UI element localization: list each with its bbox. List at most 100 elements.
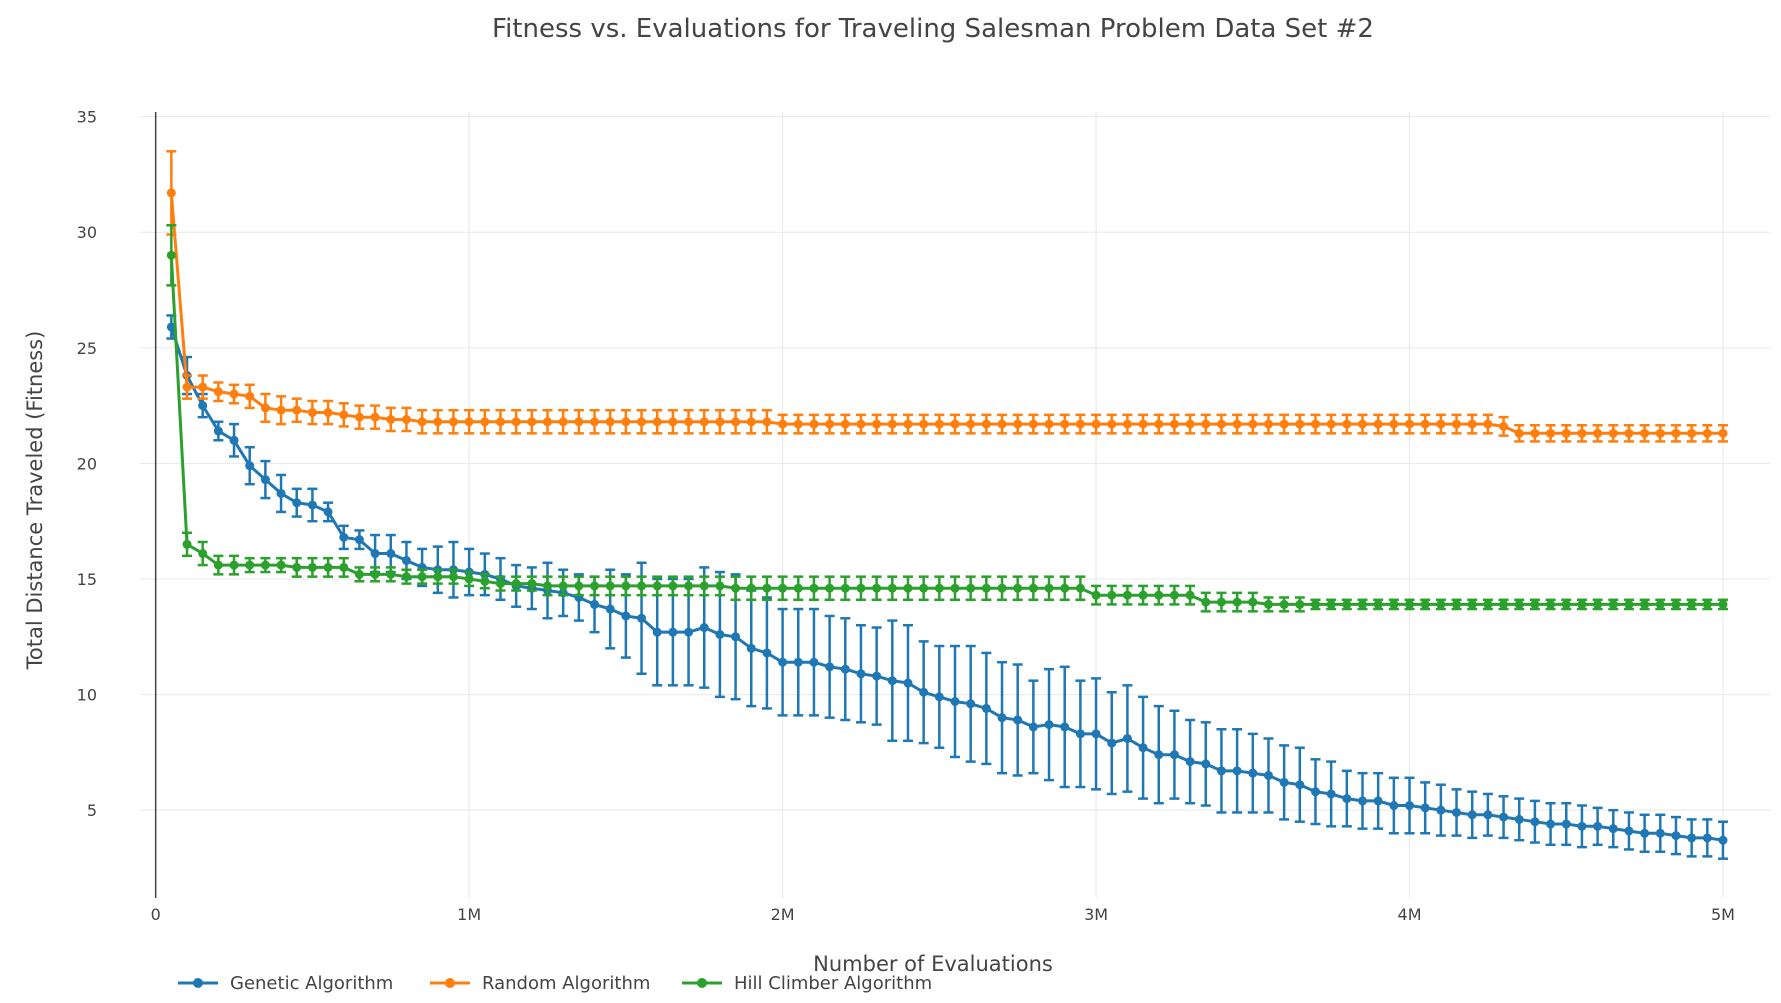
- data-point: [229, 560, 239, 570]
- data-point: [1216, 419, 1226, 429]
- data-point: [1028, 419, 1038, 429]
- data-point: [621, 417, 631, 427]
- data-point: [1718, 835, 1728, 845]
- data-point: [401, 555, 411, 565]
- data-point: [1436, 419, 1446, 429]
- data-point: [1248, 419, 1258, 429]
- data-point: [684, 581, 694, 591]
- data-point: [307, 500, 317, 510]
- data-point: [699, 581, 709, 591]
- data-point: [213, 426, 223, 436]
- data-point: [292, 405, 302, 415]
- data-point: [1420, 599, 1430, 609]
- data-point: [1075, 419, 1085, 429]
- data-point: [1122, 733, 1132, 743]
- data-point: [652, 581, 662, 591]
- data-point: [981, 419, 991, 429]
- data-point: [370, 412, 380, 422]
- data-point: [997, 583, 1007, 593]
- data-point: [1358, 419, 1367, 429]
- data-point: [1499, 421, 1509, 431]
- data-point: [213, 387, 223, 397]
- data-point: [198, 401, 208, 411]
- data-point: [1342, 419, 1352, 429]
- data-point: [825, 662, 835, 672]
- data-point: [1389, 801, 1399, 811]
- data-point: [746, 417, 756, 427]
- data-point: [276, 405, 286, 415]
- data-point: [417, 572, 427, 582]
- legend-label: Genetic Algorithm: [230, 973, 393, 994]
- data-point: [809, 419, 819, 429]
- data-point: [511, 579, 521, 589]
- data-point: [1263, 419, 1273, 429]
- data-point: [1483, 810, 1493, 820]
- data-point: [1420, 419, 1430, 429]
- data-point: [809, 657, 819, 667]
- data-point: [668, 581, 678, 591]
- data-point: [887, 583, 897, 593]
- data-point: [1577, 428, 1587, 438]
- data-point: [1405, 801, 1415, 811]
- data-point: [1185, 419, 1195, 429]
- data-point: [464, 574, 474, 584]
- data-point: [1232, 597, 1242, 607]
- data-point: [1436, 599, 1446, 609]
- legend-item[interactable]: Random Algorithm: [430, 973, 650, 994]
- axis-layer: 0 1M 2M 3M 4M 5M 5 10 15 20 25 30 35: [77, 108, 1735, 924]
- y-tick-label: 15: [77, 570, 97, 589]
- data-point: [668, 627, 678, 637]
- data-point: [433, 417, 443, 427]
- data-point: [323, 507, 333, 517]
- data-point: [213, 560, 223, 570]
- data-point: [762, 648, 772, 658]
- data-point: [1060, 419, 1070, 429]
- data-point: [1154, 419, 1164, 429]
- data-point: [1201, 597, 1211, 607]
- data-point: [495, 417, 505, 427]
- data-point: [1185, 757, 1195, 767]
- data-point: [1499, 812, 1509, 822]
- data-point: [919, 583, 929, 593]
- legend-item[interactable]: Hill Climber Algorithm: [682, 973, 932, 994]
- series-line: [169, 326, 1724, 842]
- data-point: [276, 560, 286, 570]
- data-point: [1467, 810, 1477, 820]
- data-point: [1702, 428, 1712, 438]
- data-point: [699, 417, 709, 427]
- data-point: [1514, 599, 1524, 609]
- data-point: [1013, 715, 1023, 725]
- data-point: [887, 419, 897, 429]
- data-point: [590, 581, 600, 591]
- y-axis-title: Total Distance Traveled (Fitness): [23, 331, 47, 671]
- data-point: [778, 419, 788, 429]
- data-point: [840, 664, 850, 674]
- data-point: [1295, 419, 1305, 429]
- data-point: [1530, 599, 1540, 609]
- data-point: [1655, 428, 1665, 438]
- data-point: [652, 417, 662, 427]
- data-point: [386, 549, 396, 559]
- data-point: [934, 419, 944, 429]
- data-point: [354, 412, 364, 422]
- data-point: [1561, 819, 1571, 829]
- data-point: [621, 611, 631, 621]
- data-point: [1373, 419, 1383, 429]
- data-point: [1075, 729, 1085, 739]
- data-point: [1671, 599, 1681, 609]
- data-point: [1389, 599, 1399, 609]
- data-point: [1530, 428, 1540, 438]
- legend[interactable]: Genetic Algorithm Random Algorithm Hill Cl…: [178, 973, 932, 994]
- data-point: [1248, 768, 1258, 778]
- legend-item[interactable]: Genetic Algorithm: [178, 973, 393, 994]
- data-point: [605, 581, 615, 591]
- x-tick-label: 3M: [1084, 905, 1108, 924]
- data-point: [1216, 766, 1226, 776]
- data-point: [386, 569, 396, 579]
- data-point: [401, 572, 411, 582]
- data-point: [872, 671, 882, 681]
- data-point: [903, 678, 913, 688]
- data-point: [448, 572, 458, 582]
